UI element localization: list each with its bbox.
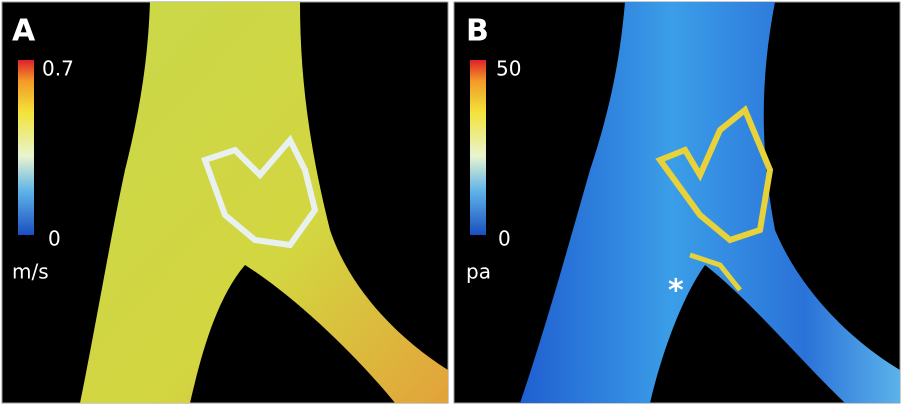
- colorbar: [470, 60, 486, 235]
- colorbar-unit: pa: [466, 260, 491, 284]
- colorbar-min: 0: [498, 227, 511, 251]
- colorbar-unit: m/s: [12, 260, 49, 284]
- panel-label: A: [12, 14, 36, 49]
- colorbar: [18, 60, 34, 235]
- panel-b: B 50 0 pa *: [454, 2, 900, 403]
- figure: A 0.7 0 m/s B 50 0 pa *: [0, 0, 902, 405]
- colorbar-max: 50: [496, 57, 521, 81]
- panel-label: B: [466, 14, 489, 49]
- annotation-asterisk: *: [668, 274, 684, 309]
- colorbar-min: 0: [48, 227, 61, 251]
- panel-a: A 0.7 0 m/s: [2, 2, 448, 403]
- colorbar-max: 0.7: [42, 57, 74, 81]
